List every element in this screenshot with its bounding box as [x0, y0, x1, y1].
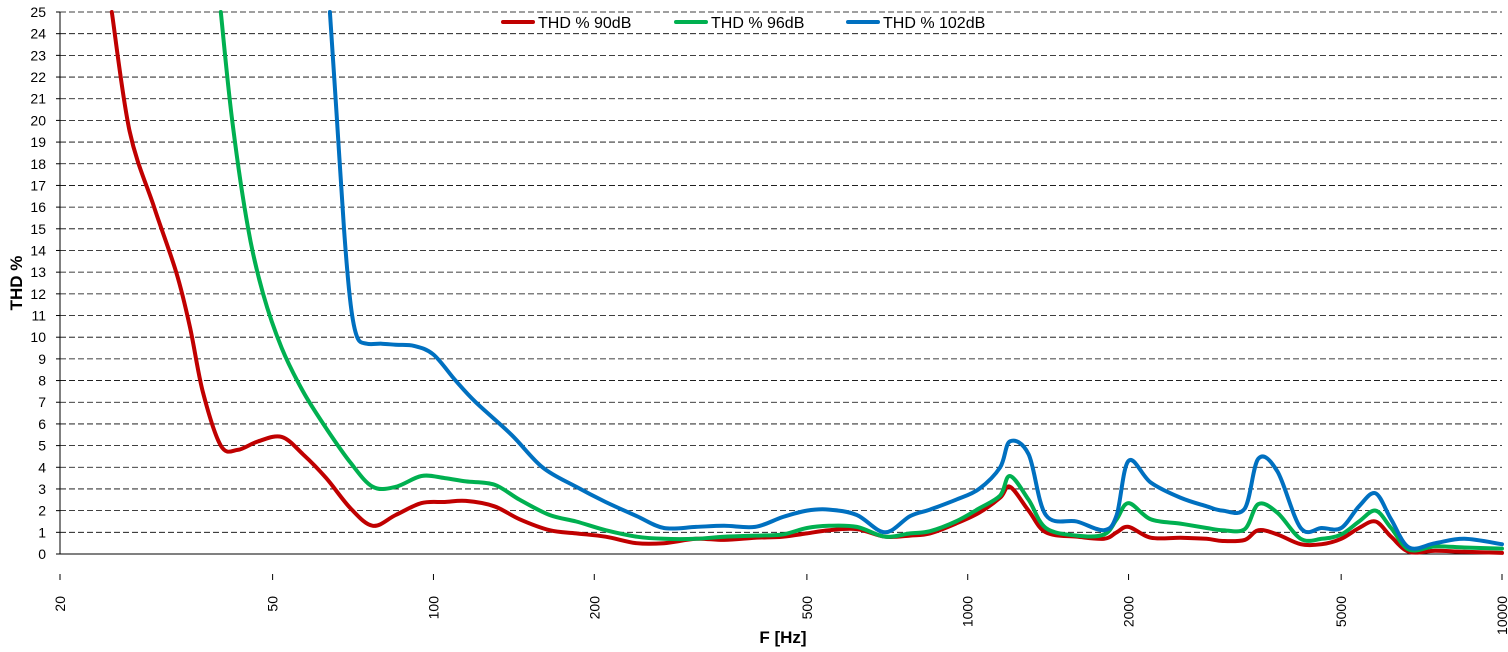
- y-tick-label: 2: [38, 503, 46, 519]
- series-line-2: [218, 10, 1504, 553]
- x-tick-label: 20: [52, 596, 68, 612]
- series-line-3: [327, 10, 1504, 551]
- y-tick-label: 10: [30, 329, 46, 345]
- y-tick-label: 14: [30, 242, 46, 258]
- x-axis-ticks: 20 50 100 200 500 1000 2000 5000 10000: [52, 574, 1508, 635]
- y-tick-label: 6: [38, 416, 46, 432]
- y-tick-label: 16: [30, 199, 46, 215]
- y-tick-label: 25: [30, 4, 46, 20]
- x-tick-label: 500: [799, 596, 815, 620]
- y-tick-label: 20: [30, 112, 46, 128]
- y-tick-label: 22: [30, 69, 46, 85]
- y-tick-label: 15: [30, 221, 46, 237]
- legend: THD % 90dB THD % 96dB THD % 102dB: [501, 15, 985, 32]
- y-tick-label: 9: [38, 351, 46, 367]
- series-line-1: [109, 10, 1504, 555]
- y-tick-label: 23: [30, 47, 46, 63]
- y-tick-label: 18: [30, 156, 46, 172]
- y-tick-label: 11: [31, 308, 46, 324]
- y-tick-label: 5: [38, 438, 46, 454]
- y-tick-label: 19: [30, 134, 46, 150]
- x-tick-label: 10000: [1494, 596, 1508, 635]
- x-axis-title: F [Hz]: [759, 628, 806, 647]
- y-tick-label: 7: [38, 394, 46, 410]
- y-tick-label: 21: [30, 91, 46, 107]
- y-tick-label: 4: [38, 459, 46, 475]
- x-tick-label: 1000: [960, 596, 976, 627]
- y-tick-label: 17: [30, 177, 46, 193]
- legend-label-3: THD % 102dB: [883, 15, 985, 32]
- y-tick-label: 0: [38, 546, 46, 562]
- x-tick-label: 5000: [1333, 596, 1349, 627]
- y-tick-label: 1: [38, 524, 46, 540]
- y-tick-label: 8: [38, 373, 46, 389]
- y-tick-label: 3: [38, 481, 46, 497]
- y-tick-label: 13: [30, 264, 46, 280]
- series-lines: [109, 10, 1504, 555]
- x-tick-label: 50: [265, 596, 281, 612]
- y-axis-ticks: 0123456789101112131415161718192021222324…: [30, 4, 60, 562]
- x-tick-label: 2000: [1121, 596, 1137, 627]
- x-tick-label: 100: [425, 596, 441, 620]
- y-tick-label: 12: [30, 286, 46, 302]
- y-axis-title: THD %: [7, 256, 26, 311]
- x-tick-label: 200: [586, 596, 602, 620]
- legend-label-2: THD % 96dB: [711, 15, 804, 32]
- grid-lines: [60, 11, 1502, 533]
- legend-label-1: THD % 90dB: [538, 15, 631, 32]
- y-tick-label: 24: [30, 26, 46, 42]
